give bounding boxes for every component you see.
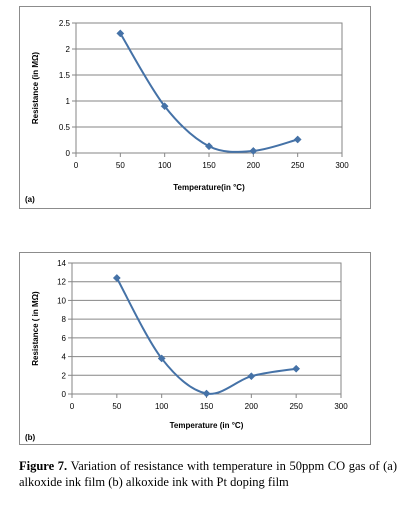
y-tick-label: 14: [57, 259, 66, 268]
y-tick-label: 8: [62, 315, 67, 324]
chart-a-svg: 0 0.5 1 1.5 2 2.5 0 50 100 150 200 250 300 Temperatur…: [25, 19, 349, 204]
x-tick-label: 150: [200, 402, 214, 411]
panel-label: (a): [25, 195, 35, 204]
y-tick-label: 1: [66, 97, 71, 106]
x-axis-title: Temperature(in °C): [173, 183, 245, 192]
y-tick-label: 12: [57, 278, 66, 287]
data-point-marker: [157, 354, 166, 363]
y-tick-label: 6: [62, 334, 67, 343]
data-point-marker: [116, 29, 125, 38]
data-point-marker: [293, 135, 302, 144]
caption-label: Figure 7.: [19, 459, 68, 473]
y-tick-label: 10: [57, 296, 66, 305]
chart-b-svg: 0 2 4 6 8 10 12 14 0 50 100 150 200 250 300 Temperature…: [25, 259, 348, 442]
x-tick-label: 50: [116, 161, 125, 170]
data-point-marker: [249, 146, 258, 155]
data-point-marker: [112, 274, 121, 282]
plot-area: [75, 22, 343, 154]
x-tick-label: 0: [70, 402, 75, 411]
figure-caption: Figure 7. Variation of resistance with t…: [19, 459, 397, 490]
x-tick-label: 300: [334, 402, 348, 411]
chart-panel-b: 0 2 4 6 8 10 12 14 0 50 100 150 200 250 300 Temperature…: [19, 252, 371, 445]
caption-text: Variation of resistance with temperature…: [19, 459, 397, 489]
series-line: [119, 32, 298, 153]
data-point-marker: [160, 102, 169, 111]
y-tick-label: 1.5: [59, 71, 71, 80]
x-tick-label: 250: [291, 161, 305, 170]
x-tick-label: 300: [335, 161, 349, 170]
x-tick-label: 200: [247, 161, 261, 170]
chart-panel-a: 0 0.5 1 1.5 2 2.5 0 50 100 150 200 250 300 Temperatur…: [19, 6, 371, 209]
panel-label: (b): [25, 433, 36, 442]
y-tick-label: 2.5: [59, 19, 71, 28]
y-tick-label: 4: [62, 353, 67, 362]
x-tick-label: 100: [155, 402, 169, 411]
y-tick-label: 0: [66, 149, 71, 158]
y-tick-label: 2: [62, 371, 67, 380]
x-tick-label: 150: [202, 161, 216, 170]
y-axis-title: Resistance ( in MΩ): [31, 291, 40, 366]
x-tick-label: 0: [74, 161, 79, 170]
data-point-marker: [205, 142, 213, 151]
data-point-marker: [202, 389, 211, 398]
x-axis-title: Temperature (in °C): [170, 421, 244, 430]
y-axis-title: Resistance (in MΩ): [31, 52, 40, 125]
plot-area: [71, 262, 342, 395]
data-point-marker: [292, 364, 301, 373]
x-tick-label: 100: [158, 161, 172, 170]
series-line: [115, 277, 297, 395]
data-point-marker: [247, 372, 256, 381]
x-tick-label: 50: [112, 402, 121, 411]
x-tick-label: 200: [245, 402, 259, 411]
y-tick-label: 2: [66, 45, 71, 54]
y-tick-label: 0: [62, 390, 67, 399]
y-tick-label: 0.5: [59, 123, 71, 132]
x-tick-label: 250: [289, 402, 303, 411]
